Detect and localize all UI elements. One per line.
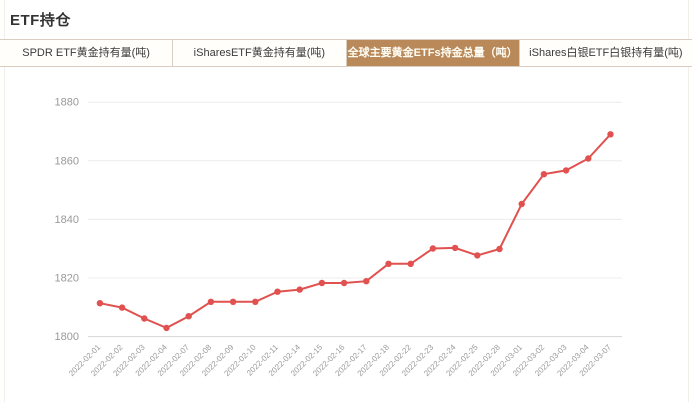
svg-text:1800: 1800 bbox=[55, 331, 79, 343]
svg-text:1840: 1840 bbox=[55, 214, 79, 226]
svg-text:1880: 1880 bbox=[55, 97, 79, 109]
svg-text:1860: 1860 bbox=[55, 155, 79, 167]
svg-text:1820: 1820 bbox=[55, 273, 79, 285]
